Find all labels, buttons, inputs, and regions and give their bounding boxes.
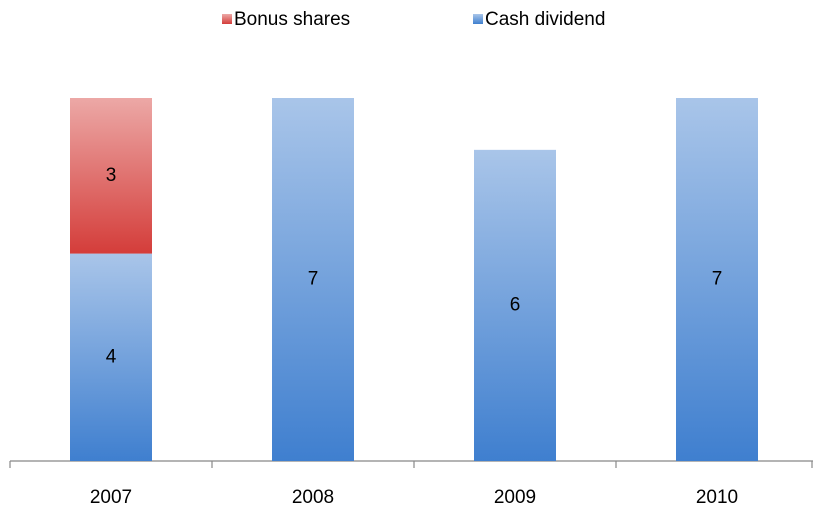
legend-label: Bonus shares xyxy=(234,9,350,30)
data-label: 6 xyxy=(510,294,521,315)
bar-segment xyxy=(70,253,152,461)
bar-segment xyxy=(474,149,556,461)
bar-segment xyxy=(272,98,354,461)
data-label: 4 xyxy=(106,346,117,367)
data-label: 7 xyxy=(308,269,319,290)
x-tick-label: 2009 xyxy=(494,487,536,508)
x-tick-label: 2007 xyxy=(90,487,132,508)
legend-label: Cash dividend xyxy=(485,9,605,30)
bar-segment xyxy=(676,98,758,461)
legend-swatch xyxy=(222,14,232,24)
x-tick-label: 2010 xyxy=(696,487,738,508)
bar-segment xyxy=(70,98,152,254)
x-tick-label: 2008 xyxy=(292,487,334,508)
data-label: 7 xyxy=(712,269,723,290)
legend-swatch xyxy=(473,14,483,24)
data-label: 3 xyxy=(106,165,117,186)
